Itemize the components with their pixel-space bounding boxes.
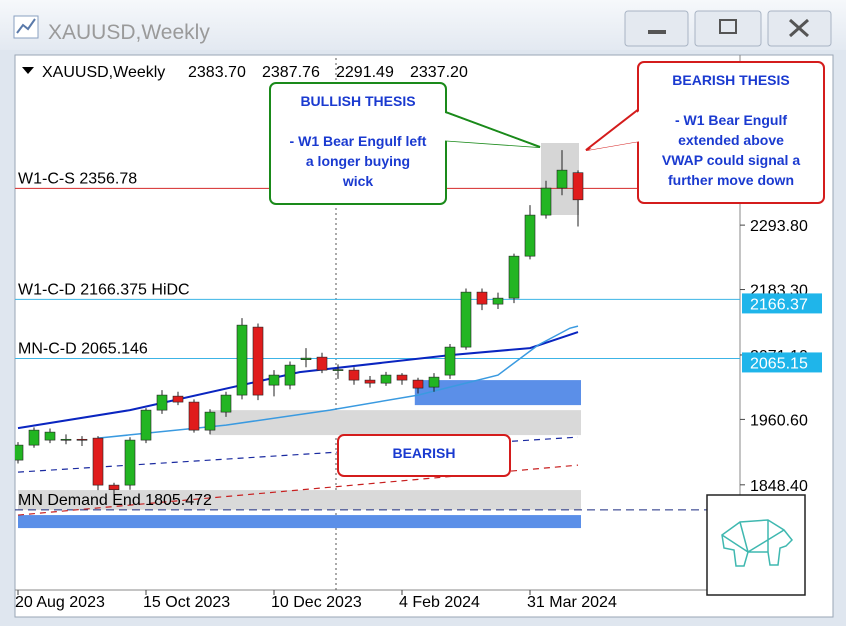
candle-body xyxy=(300,357,312,360)
candle-body xyxy=(108,484,120,491)
app-icon xyxy=(13,15,39,39)
indicator-line xyxy=(17,464,579,516)
callout-text: - W1 Bear Engulf left xyxy=(290,133,427,149)
close-button[interactable] xyxy=(767,10,832,47)
candle-body xyxy=(60,438,72,441)
indicator-line xyxy=(97,325,579,439)
candle-body xyxy=(428,376,440,388)
y-tick-label: 1848.40 xyxy=(750,478,808,495)
candle-body xyxy=(284,364,296,386)
level-label: W1-C-S 2356.78 xyxy=(18,170,137,187)
candle-body xyxy=(524,214,536,257)
candle-body xyxy=(444,346,456,376)
price-badge xyxy=(742,293,822,314)
header-low: 2291.49 xyxy=(336,64,394,81)
x-tick-label: 10 Dec 2023 xyxy=(271,594,362,611)
y-tick-label: 2293.80 xyxy=(750,218,808,235)
minimize-button[interactable] xyxy=(624,10,689,47)
callout-box xyxy=(269,82,447,205)
candle-body xyxy=(476,291,488,305)
bear-logo xyxy=(706,494,806,596)
candle-body xyxy=(124,439,136,486)
candle-body xyxy=(268,374,280,386)
candle-body xyxy=(316,356,328,371)
candle-body xyxy=(204,411,216,431)
header-open: 2383.70 xyxy=(188,64,246,81)
candle-body xyxy=(556,169,568,189)
callout-text: wick xyxy=(342,173,374,189)
x-tick-label: 15 Oct 2023 xyxy=(143,594,230,611)
candle-body xyxy=(380,374,392,384)
callout: BULLISH THESIS - W1 Bear Engulf left a lon… xyxy=(269,82,541,205)
candle-body xyxy=(220,394,232,413)
candle-body xyxy=(44,431,56,441)
callout-text: further move down xyxy=(668,172,794,188)
callout-text: extended above xyxy=(678,132,784,148)
candle-body xyxy=(364,379,376,384)
callout: BEARISH xyxy=(337,434,511,477)
price-badge xyxy=(742,352,822,373)
candle-body xyxy=(172,395,184,403)
callout-title: BULLISH THESIS xyxy=(300,93,415,109)
header-arrow xyxy=(22,67,34,74)
candle-body xyxy=(188,401,200,431)
candle-body xyxy=(412,379,424,389)
candle-body xyxy=(332,369,344,371)
candle-body xyxy=(492,297,504,305)
level-label: MN-C-D 2065.146 xyxy=(18,340,148,357)
callout-text: - W1 Bear Engulf xyxy=(675,112,787,128)
x-tick-label: 20 Aug 2023 xyxy=(15,594,105,611)
zone xyxy=(414,380,581,406)
y-tick-label: 1960.60 xyxy=(750,412,808,429)
callout-title: BEARISH THESIS xyxy=(672,72,789,88)
candle-body xyxy=(140,409,152,441)
candle-body xyxy=(348,369,360,381)
callout-text: VWAP could signal a xyxy=(662,152,800,168)
candle-body xyxy=(396,374,408,381)
callout-title: BEARISH xyxy=(392,445,455,461)
callout: BEARISH THESIS - W1 Bear Engulf extended a… xyxy=(585,61,825,204)
level-label: MN Demand End 1805.472 xyxy=(18,492,212,509)
candle-body xyxy=(156,394,168,411)
level-label: W1-C-D 2166.375 HiDC xyxy=(18,281,190,298)
callout-box xyxy=(337,434,511,477)
candle-body xyxy=(508,255,520,299)
zone xyxy=(18,515,581,529)
window-title: XAUUSD,Weekly xyxy=(48,21,210,44)
header-symbol: XAUUSD,Weekly xyxy=(42,64,165,81)
candle-body xyxy=(572,172,584,201)
price-badge-label: 2065.15 xyxy=(750,355,808,372)
candle-body xyxy=(76,438,88,441)
callout-pointer-fill xyxy=(589,105,647,150)
x-tick-label: 31 Mar 2024 xyxy=(527,594,617,611)
header-high: 2387.76 xyxy=(262,64,320,81)
candle-body xyxy=(540,187,552,216)
candle-body xyxy=(460,291,472,348)
callout-pointer-fill xyxy=(437,110,537,147)
x-tick-label: 4 Feb 2024 xyxy=(399,594,480,611)
zone xyxy=(18,490,581,510)
maximize-button[interactable] xyxy=(694,10,762,47)
candle-body xyxy=(236,324,248,396)
candle-body xyxy=(252,326,264,396)
candle-body xyxy=(92,437,104,486)
candle-body xyxy=(15,444,24,461)
zone xyxy=(210,410,581,436)
price-badge-label: 2166.37 xyxy=(750,296,808,313)
callout-text: a longer buying xyxy=(306,153,410,169)
candle-body xyxy=(28,429,40,446)
header-close: 2337.20 xyxy=(410,64,468,81)
